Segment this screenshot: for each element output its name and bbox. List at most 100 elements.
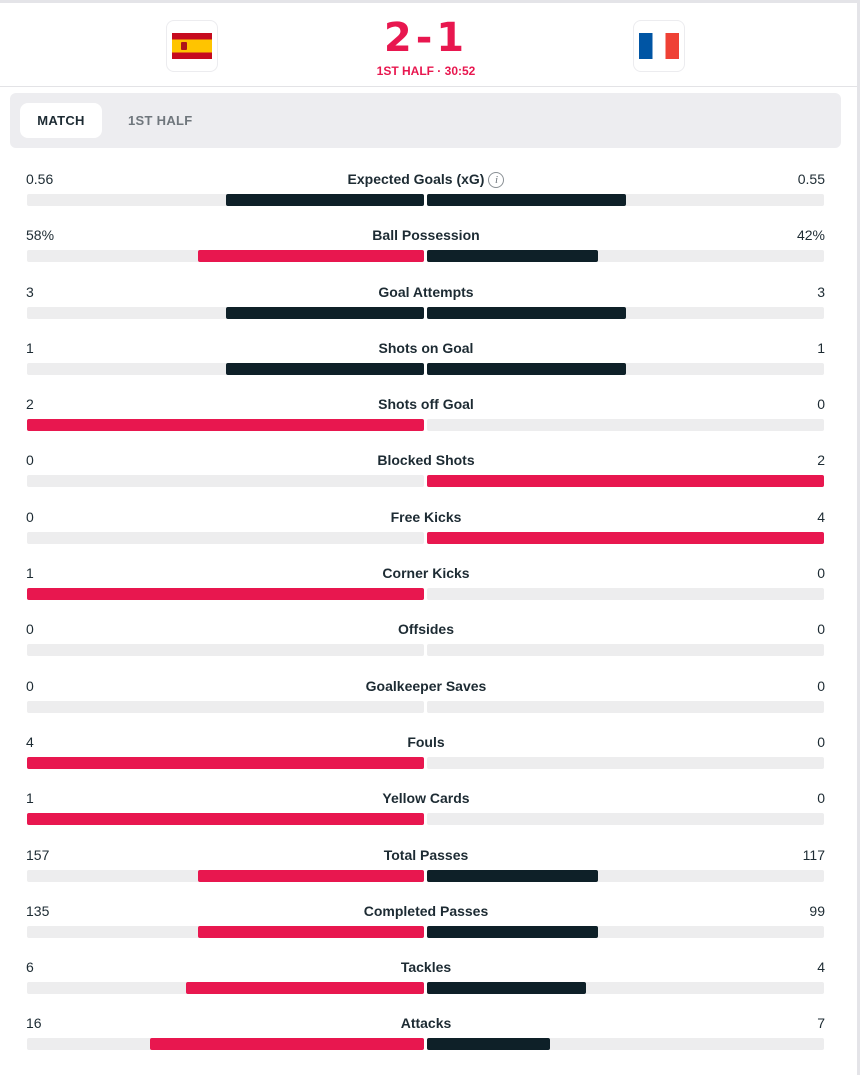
away-stat-bar-fill — [427, 194, 626, 206]
home-stat-bar-track — [27, 531, 424, 544]
stat-row: 0 Goalkeeper Saves 0 — [0, 667, 860, 723]
home-stat-bar-track — [27, 194, 424, 206]
home-stat-bar-track — [27, 756, 424, 769]
home-stat-bar-track — [27, 419, 424, 432]
away-stat-bar-track — [427, 644, 824, 657]
home-stat-value: 1 — [26, 565, 34, 582]
away-stat-bar-track — [427, 531, 824, 544]
away-stat-bar-track — [427, 475, 824, 488]
stat-row: 1 Shots on Goal 1 — [0, 329, 860, 385]
away-stat-value: 0 — [817, 677, 825, 694]
stat-label: Free Kicks — [0, 509, 852, 525]
stat-label-text: Expected Goals (xG) — [347, 171, 485, 187]
home-stat-bar-track — [27, 475, 424, 488]
home-stat-value: 1 — [26, 339, 34, 356]
stat-label: Blocked Shots — [0, 452, 852, 468]
stat-row: 1 Corner Kicks 0 — [0, 554, 860, 610]
home-stat-value: 0 — [26, 621, 34, 638]
match-header: 2-1 1ST HALF · 30:52 — [0, 3, 857, 87]
stat-label-text: Ball Possession — [372, 227, 480, 244]
home-team-flag[interactable] — [166, 20, 218, 72]
away-stat-value: 3 — [817, 1072, 825, 1075]
home-stat-bar-fill — [185, 982, 424, 995]
home-stat-value: 0.56 — [26, 171, 54, 187]
tab-match[interactable]: MATCH — [20, 103, 102, 138]
stat-label: Goal Attempts — [0, 284, 852, 300]
home-stat-bar-track — [27, 925, 424, 938]
away-stat-bar-track — [427, 869, 824, 882]
home-stat-bar-fill — [27, 756, 424, 769]
match-period: 1ST HALF · 30:52 — [376, 64, 476, 78]
away-stat-value: 42% — [796, 227, 825, 244]
away-stat-bar-track — [427, 419, 824, 432]
stat-label: Total Passes — [0, 847, 852, 863]
home-stat-value: 0 — [26, 508, 34, 525]
scroll-edge — [857, 0, 860, 1075]
stat-label-text: Fouls — [407, 733, 445, 750]
stat-label-text: Free Kicks — [390, 508, 462, 525]
stat-label-text: Clearances Completed — [351, 1072, 502, 1075]
away-stat-bar-fill — [427, 869, 598, 882]
home-stat-value: 3 — [26, 283, 34, 300]
stat-label: Completed Passes — [0, 903, 852, 919]
away-stat-bar-fill — [427, 475, 824, 488]
away-stat-value: 0 — [817, 733, 825, 750]
home-stat-value: 135 — [26, 902, 50, 919]
home-stat-value: 4 — [26, 733, 34, 750]
away-stat-value: 0 — [817, 621, 825, 638]
away-stat-bar-track — [427, 700, 824, 713]
away-stat-value: 99 — [809, 902, 825, 919]
away-stat-bar-fill — [427, 306, 626, 319]
away-stat-bar-track — [427, 813, 824, 826]
away-stat-bar-track — [427, 756, 824, 769]
stat-label: Attacks — [0, 1015, 852, 1031]
home-stat-value: 157 — [26, 846, 50, 863]
stat-row: 3 Goal Attempts 3 — [0, 273, 860, 329]
france-flag-icon — [639, 33, 679, 59]
home-stat-value: 1 — [26, 790, 34, 807]
stat-row: 58% Ball Possession 42% — [0, 216, 860, 272]
home-stat-value: 3 — [26, 1072, 34, 1075]
match-score: 2-1 — [383, 15, 469, 61]
stat-label: Tackles — [0, 959, 852, 975]
home-stat-bar-track — [27, 362, 424, 375]
stat-row: 135 Completed Passes 99 — [0, 892, 860, 948]
away-stat-value: 4 — [817, 508, 825, 525]
away-stat-value: 0 — [817, 565, 825, 582]
home-stat-bar-track — [27, 250, 424, 263]
stat-row: 2 Shots off Goal 0 — [0, 385, 860, 441]
away-stat-bar-track — [427, 588, 824, 601]
home-stat-bar-track — [27, 1038, 424, 1051]
stat-row: 4 Fouls 0 — [0, 723, 860, 779]
stat-label: Shots on Goal — [0, 340, 852, 356]
stat-label-text: Blocked Shots — [377, 452, 475, 469]
home-stat-bar-fill — [225, 362, 424, 375]
away-stat-value: 0 — [817, 790, 825, 807]
tab-1st-half[interactable]: 1ST HALF — [128, 113, 193, 128]
stat-label-text: Offsides — [397, 621, 454, 638]
info-icon[interactable]: i — [488, 172, 505, 189]
stat-label: Offsides — [0, 621, 852, 637]
stat-label: Goalkeeper Saves — [0, 678, 852, 694]
home-stat-value: 2 — [26, 396, 34, 413]
away-stat-value: 0.55 — [797, 171, 825, 187]
away-stat-value: 0 — [817, 396, 825, 413]
home-stat-bar-track — [27, 588, 424, 601]
stat-label-text: Total Passes — [383, 846, 469, 863]
away-stat-bar-fill — [427, 250, 598, 263]
home-stat-bar-track — [27, 306, 424, 319]
away-stat-bar-fill — [427, 1038, 551, 1051]
stat-label: Expected Goals (xG) i — [0, 171, 852, 189]
away-stat-bar-track — [427, 306, 824, 319]
spain-flag-icon — [172, 33, 212, 59]
stat-row: 0.56 Expected Goals (xG) i 0.55 — [0, 160, 860, 216]
home-stat-bar-track — [27, 869, 424, 882]
away-stat-bar-track — [427, 1038, 824, 1051]
home-stat-bar-fill — [225, 194, 424, 206]
away-stat-value: 117 — [802, 846, 825, 863]
home-stat-value: 0 — [26, 677, 34, 694]
stat-label-text: Tackles — [400, 959, 452, 976]
away-stat-bar-track — [427, 362, 824, 375]
away-stat-bar-fill — [427, 925, 598, 938]
away-team-flag[interactable] — [633, 20, 685, 72]
